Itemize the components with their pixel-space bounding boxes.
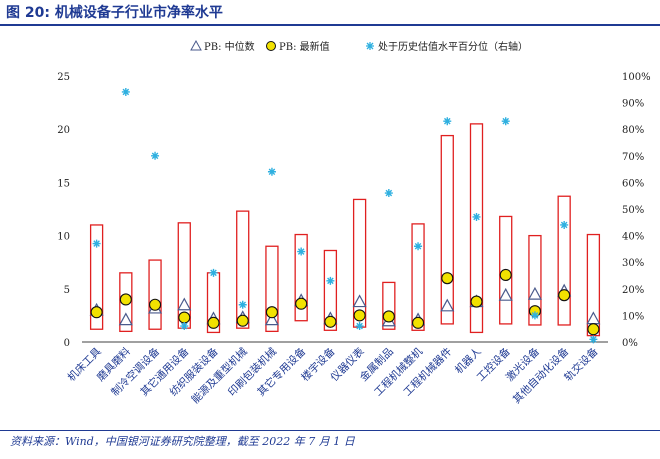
y-right-tick-label: 0% bbox=[622, 338, 638, 349]
median-marker bbox=[264, 312, 279, 326]
legend-median-swatch bbox=[190, 39, 202, 51]
percentile-marker bbox=[384, 189, 393, 198]
percentile-marker bbox=[180, 322, 189, 331]
y-left-tick-label: 25 bbox=[57, 72, 70, 83]
latest-marker bbox=[324, 315, 337, 328]
range-box bbox=[294, 233, 308, 322]
latest-marker bbox=[353, 309, 366, 322]
range-box bbox=[411, 223, 425, 331]
median-marker bbox=[440, 298, 455, 312]
percentile-marker bbox=[501, 117, 510, 126]
y-left-tick-label: 15 bbox=[57, 178, 70, 189]
legend-latest-swatch bbox=[266, 41, 276, 51]
median-marker bbox=[177, 297, 192, 311]
percentile-marker bbox=[530, 311, 539, 320]
percentile-marker bbox=[238, 300, 247, 309]
latest-marker bbox=[236, 314, 249, 327]
range-box bbox=[119, 272, 133, 333]
median-marker bbox=[586, 311, 601, 325]
latest-marker bbox=[558, 289, 571, 302]
y-right-tick-label: 100% bbox=[622, 72, 651, 83]
latest-marker bbox=[382, 310, 395, 323]
percentile-marker bbox=[267, 167, 276, 176]
source-rule bbox=[0, 430, 660, 431]
latest-marker bbox=[587, 323, 600, 336]
percentile-marker bbox=[443, 117, 452, 126]
range-box bbox=[528, 234, 542, 326]
percentile-marker bbox=[472, 212, 481, 221]
latest-marker bbox=[412, 316, 425, 329]
y-right-tick-label: 70% bbox=[622, 152, 644, 163]
percentile-marker bbox=[355, 322, 364, 331]
percentile-marker bbox=[92, 239, 101, 248]
y-left-tick-label: 5 bbox=[64, 285, 70, 296]
latest-marker bbox=[90, 306, 103, 319]
y-right-tick-label: 50% bbox=[622, 205, 644, 216]
y-right-tick-label: 80% bbox=[622, 125, 644, 136]
y-right-tick-label: 10% bbox=[622, 311, 644, 322]
legend-percentile-swatch bbox=[366, 42, 374, 50]
latest-marker bbox=[178, 311, 191, 324]
percentile-marker bbox=[209, 268, 218, 277]
median-marker bbox=[498, 287, 513, 301]
latest-marker bbox=[441, 272, 454, 285]
median-marker bbox=[527, 286, 542, 300]
latest-marker bbox=[499, 268, 512, 282]
latest-marker bbox=[265, 306, 278, 319]
median-marker bbox=[352, 294, 367, 308]
figure-title: 图 20: 机械设备子行业市净率水平 bbox=[6, 5, 223, 21]
range-box bbox=[265, 245, 279, 333]
percentile-marker bbox=[151, 151, 160, 160]
y-right-tick-label: 30% bbox=[622, 258, 644, 269]
latest-marker bbox=[470, 295, 483, 308]
legend-latest-label: PB: 最新值 bbox=[279, 40, 330, 53]
y-left-tick-label: 10 bbox=[57, 232, 70, 243]
range-box bbox=[382, 281, 396, 330]
range-box bbox=[89, 224, 104, 330]
y-left-tick-label: 20 bbox=[57, 125, 70, 136]
range-box bbox=[323, 249, 338, 331]
y-right-tick-label: 40% bbox=[622, 232, 644, 243]
range-box bbox=[440, 134, 454, 325]
range-box bbox=[236, 210, 250, 329]
percentile-marker bbox=[326, 276, 335, 285]
y-right-tick-label: 60% bbox=[622, 178, 644, 189]
latest-marker bbox=[119, 293, 132, 306]
y-right-tick-label: 90% bbox=[622, 99, 644, 110]
percentile-marker bbox=[414, 242, 423, 251]
range-box bbox=[469, 123, 484, 334]
range-box bbox=[352, 198, 367, 328]
range-box bbox=[148, 259, 162, 330]
y-left-tick-label: 0 bbox=[64, 338, 70, 349]
title-rule bbox=[0, 24, 660, 26]
latest-marker bbox=[207, 316, 220, 329]
legend-median-label: PB: 中位数 bbox=[204, 40, 255, 53]
median-marker bbox=[118, 312, 133, 326]
chart: 0 5 10 15 20 25 0% 10% 20% 30% 40% 50% 60% 70% 80% 90% 1… bbox=[57, 39, 651, 406]
range-box bbox=[557, 195, 571, 326]
y-right-tick-label: 20% bbox=[622, 285, 644, 296]
figure-source: 资料来源：Wind，中国银河证券研究院整理，截至 2022 年 7 月 1 日 bbox=[10, 435, 355, 448]
legend-percentile-label: 处于历史估值水平百分位（右轴） bbox=[378, 40, 528, 53]
latest-marker bbox=[149, 298, 162, 311]
percentile-marker bbox=[589, 335, 598, 344]
percentile-marker bbox=[560, 220, 569, 229]
latest-marker bbox=[295, 297, 308, 310]
percentile-marker bbox=[121, 87, 130, 96]
range-box bbox=[499, 215, 513, 325]
percentile-marker bbox=[297, 247, 306, 256]
